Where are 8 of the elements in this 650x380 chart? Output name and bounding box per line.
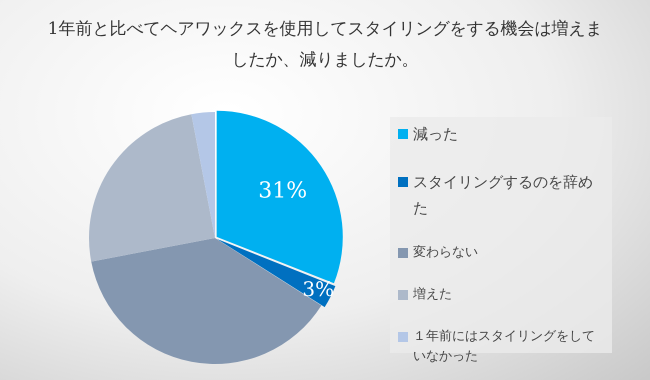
legend-label: 増えた — [413, 286, 452, 304]
data-label: 3% — [302, 276, 334, 301]
legend-label: １年前にはスタイリングをしていなかった — [413, 328, 596, 366]
data-label: 31% — [258, 178, 308, 204]
legend-label: スタイリングするのを辞めた — [413, 172, 594, 219]
legend-label: 変わらない — [413, 244, 478, 262]
chart-title: 1年前と比べてヘアワックスを使用してスタイリングをする機会は増えましたか、減りましたか。 — [46, 18, 604, 72]
legend-label: 減った — [413, 124, 458, 145]
